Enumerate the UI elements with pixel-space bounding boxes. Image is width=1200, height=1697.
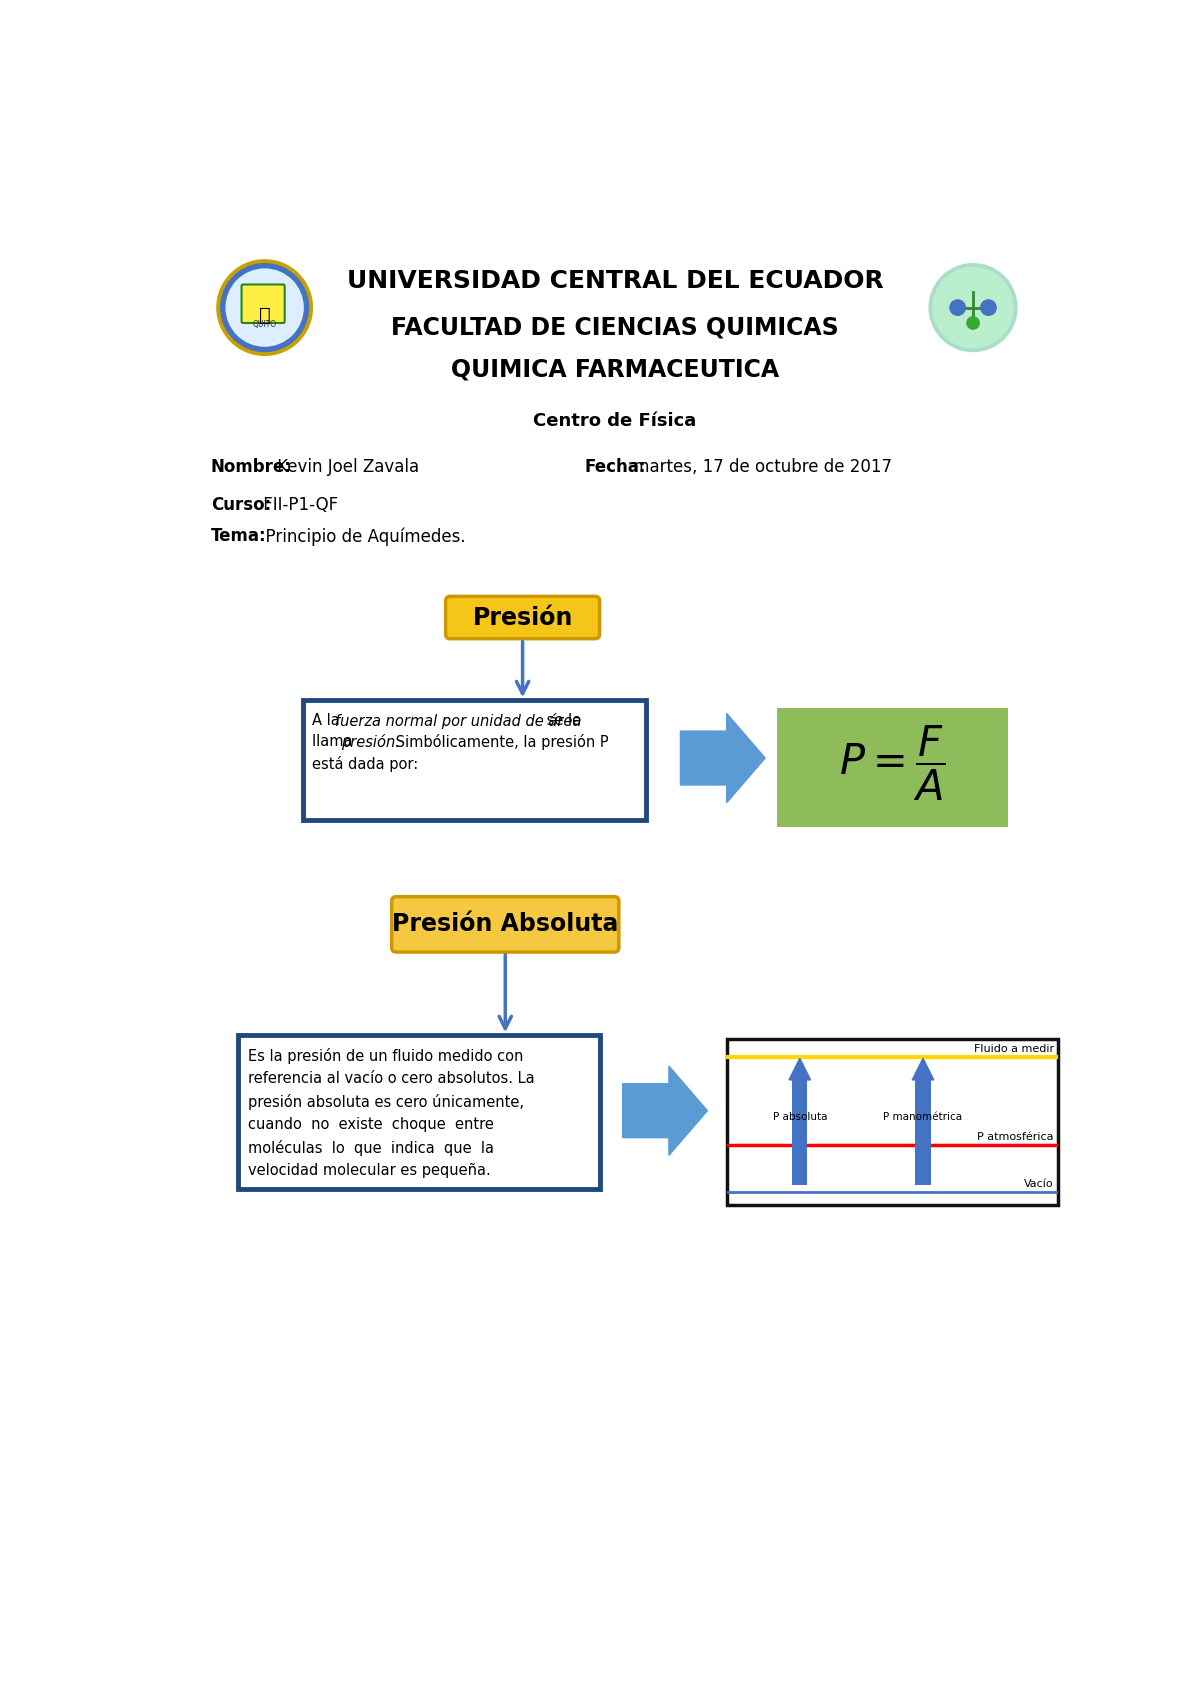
Text: Nombre:: Nombre:: [211, 458, 292, 475]
Text: QUIMICA FARMACEUTICA: QUIMICA FARMACEUTICA: [451, 358, 779, 382]
Text: Centro de Física: Centro de Física: [533, 412, 697, 429]
Text: Tema:: Tema:: [211, 528, 266, 545]
Circle shape: [221, 263, 308, 351]
Text: presión absoluta es cero únicamente,: presión absoluta es cero únicamente,: [248, 1095, 524, 1110]
Text: moléculas  lo  que  indica  que  la: moléculas lo que indica que la: [248, 1140, 494, 1156]
Circle shape: [217, 260, 312, 355]
Text: Curso:: Curso:: [211, 496, 271, 514]
Circle shape: [934, 268, 1013, 348]
Polygon shape: [680, 713, 766, 803]
Text: FACULTAD DE CIENCIAS QUIMICAS: FACULTAD DE CIENCIAS QUIMICAS: [391, 316, 839, 339]
Text: FII-P1-QF: FII-P1-QF: [258, 496, 338, 514]
Bar: [727, 1039, 1057, 1205]
Bar: [792, 1078, 808, 1186]
Text: Fluido a medir: Fluido a medir: [973, 1044, 1054, 1054]
Text: Es la presión de un fluido medido con: Es la presión de un fluido medido con: [248, 1047, 524, 1064]
Polygon shape: [912, 1059, 934, 1079]
Text: P absoluta: P absoluta: [773, 1112, 827, 1122]
Text: Presión Absoluta: Presión Absoluta: [392, 913, 618, 937]
Text: presión.: presión.: [341, 735, 400, 750]
Text: $P = \dfrac{F}{A}$: $P = \dfrac{F}{A}$: [839, 725, 946, 803]
Text: se le: se le: [542, 713, 581, 728]
Polygon shape: [623, 1066, 707, 1156]
Bar: [916, 1078, 931, 1186]
Circle shape: [967, 317, 979, 329]
Text: velocidad molecular es pequeña.: velocidad molecular es pequeña.: [248, 1162, 491, 1178]
Circle shape: [226, 270, 304, 346]
Bar: [304, 701, 646, 820]
Circle shape: [950, 300, 965, 316]
Bar: [238, 1035, 600, 1190]
Text: martes, 17 de octubre de 2017: martes, 17 de octubre de 2017: [628, 458, 892, 475]
Text: 🔥: 🔥: [259, 305, 270, 324]
Text: está dada por:: está dada por:: [312, 755, 419, 772]
Bar: [776, 708, 1008, 828]
Text: referencia al vacío o cero absolutos. La: referencia al vacío o cero absolutos. La: [248, 1071, 535, 1086]
Text: P atmosférica: P atmosférica: [977, 1132, 1054, 1142]
Circle shape: [929, 263, 1016, 351]
Polygon shape: [790, 1059, 810, 1079]
Text: Kevin Joel Zavala: Kevin Joel Zavala: [272, 458, 420, 475]
Text: Fecha:: Fecha:: [584, 458, 646, 475]
Text: llama: llama: [312, 735, 358, 748]
Text: fuerza normal por unidad de área: fuerza normal por unidad de área: [336, 713, 582, 728]
Text: Presión: Presión: [473, 606, 572, 630]
Circle shape: [980, 300, 996, 316]
Text: QUITO: QUITO: [252, 321, 277, 329]
Text: UNIVERSIDAD CENTRAL DEL ECUADOR: UNIVERSIDAD CENTRAL DEL ECUADOR: [347, 270, 883, 294]
Text: Simbólicamente, la presión P: Simbólicamente, la presión P: [391, 735, 608, 750]
FancyBboxPatch shape: [391, 896, 619, 952]
FancyBboxPatch shape: [445, 596, 600, 638]
FancyBboxPatch shape: [241, 285, 284, 322]
Text: Principio de Aquímedes.: Principio de Aquímedes.: [256, 528, 466, 545]
Text: A la: A la: [312, 713, 344, 728]
Text: cuando  no  existe  choque  entre: cuando no existe choque entre: [248, 1117, 494, 1132]
Text: P manométrica: P manométrica: [883, 1112, 962, 1122]
Text: Vacío: Vacío: [1025, 1179, 1054, 1190]
